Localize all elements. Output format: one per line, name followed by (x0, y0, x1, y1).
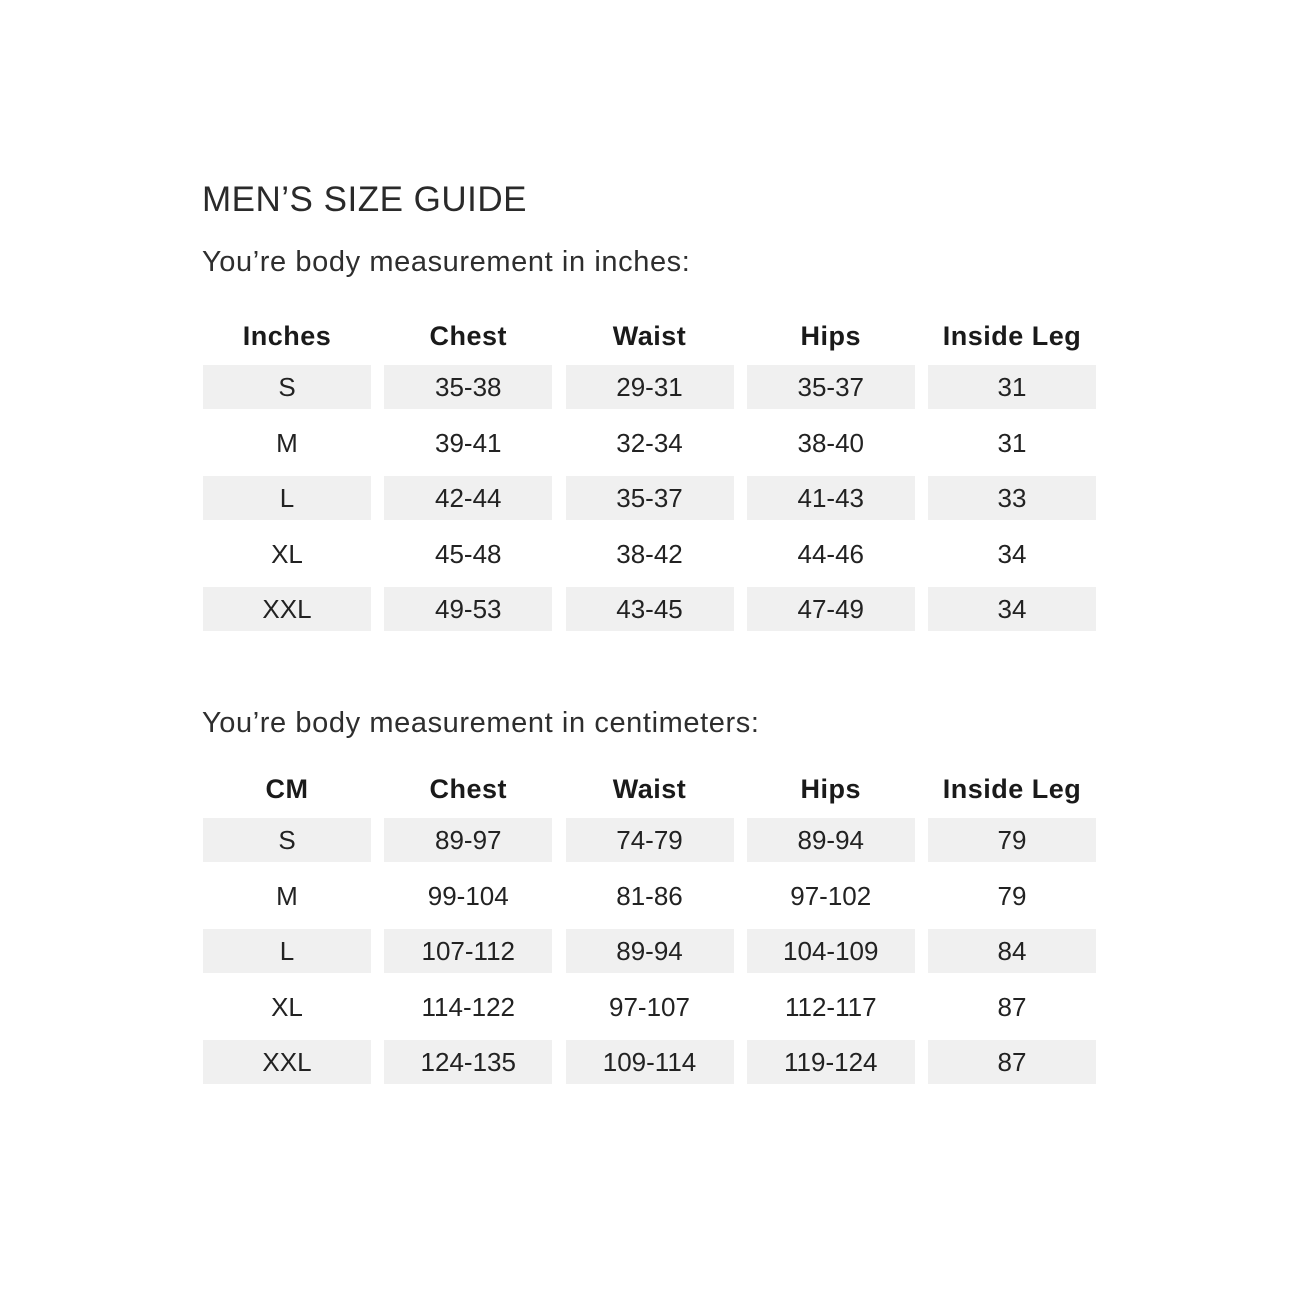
table-row: M 39-41 32-34 38-40 31 (203, 421, 1096, 465)
measurement-cell: 87 (997, 991, 1027, 1022)
measurement-cell: 119-124 (746, 1040, 915, 1084)
measurement-cell: 29-31 (565, 365, 734, 409)
measurement-cell: 44-46 (797, 538, 865, 569)
measurement-cell: 43-45 (565, 587, 734, 631)
measurement-cell: 74-79 (565, 818, 734, 862)
measurement-cell: 34 (928, 587, 1096, 631)
measurement-cell: 87 (928, 1040, 1096, 1084)
size-label-cell: XXL (203, 587, 371, 631)
column-header: Inside Leg (942, 320, 1082, 351)
size-label-cell: XL (271, 538, 303, 569)
table-row: L 42-44 35-37 41-43 33 (203, 476, 1096, 520)
measurement-cell: 47-49 (746, 587, 915, 631)
measurement-cell: 112-117 (784, 991, 877, 1022)
column-header: Chest (429, 773, 507, 804)
measurement-cell: 124-135 (384, 1040, 553, 1084)
header-row: Inches Chest Waist Hips Inside Leg (203, 314, 1096, 358)
size-label-cell: XL (271, 991, 303, 1022)
cm-size-table: CM Chest Waist Hips Inside Leg S 89-97 74-79 89-… (203, 767, 1096, 1096)
measurement-cell: 39-41 (435, 427, 502, 458)
inches-size-table: Inches Chest Waist Hips Inside Leg S 35-38 29-3… (203, 314, 1096, 643)
measurement-cell: 31 (997, 427, 1027, 458)
measurement-cell: 38-42 (616, 538, 683, 569)
measurement-cell: 38-40 (797, 427, 865, 458)
column-header: Hips (800, 320, 861, 351)
measurement-cell: 31 (928, 365, 1096, 409)
measurement-cell: 109-114 (565, 1040, 734, 1084)
measurement-cell: 89-94 (565, 929, 734, 973)
measurement-cell: 99-104 (427, 880, 509, 911)
table-row: XL 114-122 97-107 112-117 87 (203, 985, 1096, 1029)
table-row: S 35-38 29-31 35-37 31 (203, 365, 1096, 409)
table-row: S 89-97 74-79 89-94 79 (203, 818, 1096, 862)
measurement-cell: 79 (997, 880, 1027, 911)
measurement-cell: 33 (928, 476, 1096, 520)
measurement-cell: 89-97 (384, 818, 553, 862)
measurement-cell: 41-43 (746, 476, 915, 520)
cm-subtitle: You’re body measurement in centimeters: (202, 707, 760, 739)
size-label-cell: L (203, 476, 371, 520)
measurement-cell: 107-112 (384, 929, 553, 973)
table-row: XXL 124-135 109-114 119-124 87 (203, 1040, 1096, 1084)
size-label-cell: M (276, 880, 298, 911)
measurement-cell: 97-102 (790, 880, 872, 911)
measurement-cell: 35-37 (746, 365, 915, 409)
measurement-cell: 84 (928, 929, 1096, 973)
size-label-cell: S (203, 365, 371, 409)
column-header: Waist (612, 320, 687, 351)
measurement-cell: 81-86 (616, 880, 683, 911)
measurement-cell: 97-107 (609, 991, 690, 1022)
column-header: Chest (429, 320, 507, 351)
column-header: Waist (612, 773, 687, 804)
measurement-cell: 42-44 (384, 476, 553, 520)
measurement-cell: 79 (928, 818, 1096, 862)
column-header: Inside Leg (942, 773, 1082, 804)
measurement-cell: 35-37 (565, 476, 734, 520)
measurement-cell: 35-38 (384, 365, 553, 409)
size-label-cell: S (203, 818, 371, 862)
measurement-cell: 32-34 (616, 427, 683, 458)
column-header: Hips (800, 773, 861, 804)
table-row: M 99-104 81-86 97-102 79 (203, 874, 1096, 918)
column-header: CM (265, 773, 309, 804)
size-label-cell: L (203, 929, 371, 973)
measurement-cell: 49-53 (384, 587, 553, 631)
inches-subtitle: You’re body measurement in inches: (202, 246, 691, 278)
measurement-cell: 104-109 (746, 929, 915, 973)
measurement-cell: 45-48 (435, 538, 502, 569)
table-row: XXL 49-53 43-45 47-49 34 (203, 587, 1096, 631)
column-header: Inches (242, 320, 332, 351)
table-row: XL 45-48 38-42 44-46 34 (203, 532, 1096, 576)
page-title: MEN’S SIZE GUIDE (202, 180, 527, 219)
measurement-cell: 114-122 (421, 991, 516, 1022)
header-row: CM Chest Waist Hips Inside Leg (203, 767, 1096, 811)
measurement-cell: 89-94 (746, 818, 915, 862)
table-row: L 107-112 89-94 104-109 84 (203, 929, 1096, 973)
measurement-cell: 34 (997, 538, 1027, 569)
size-label-cell: M (276, 427, 298, 458)
size-label-cell: XXL (203, 1040, 371, 1084)
